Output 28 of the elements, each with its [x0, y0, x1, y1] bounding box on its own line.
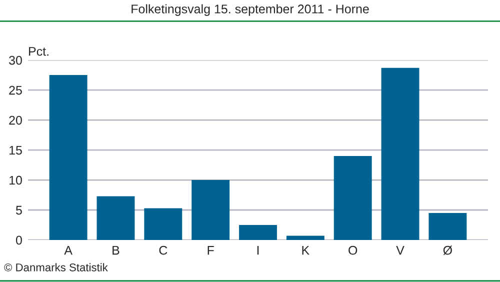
bar: [334, 156, 372, 240]
bar: [428, 212, 467, 240]
bar: [239, 224, 277, 240]
x-tick-label: Ø: [443, 246, 452, 255]
x-tick-label: I: [257, 246, 259, 255]
y-tick-label: 15: [9, 146, 22, 155]
bar: [381, 68, 420, 240]
x-tick-label: A: [64, 246, 72, 255]
y-axis-title: Pct.: [29, 47, 48, 56]
x-tick-label: K: [302, 246, 310, 255]
bar: [144, 208, 182, 240]
y-tick-label: 30: [9, 56, 22, 65]
bar: [49, 75, 88, 240]
y-tick-label: 20: [9, 116, 22, 125]
x-tick-label: V: [396, 246, 404, 255]
text: © Danmarks Statistik: [4, 263, 108, 272]
y-tick-label: 10: [9, 176, 22, 185]
x-tick-label: B: [112, 246, 120, 255]
chart-title: Folketingsvalg 15. september 2011 - Horne: [132, 4, 369, 16]
bar: [192, 180, 230, 240]
x-tick-label: C: [159, 246, 168, 255]
y-tick-label: 5: [16, 206, 22, 215]
x-tick-label: F: [208, 246, 214, 255]
y-tick-label: 0: [16, 236, 22, 245]
bar: [96, 196, 135, 240]
bar: [286, 236, 324, 240]
y-tick-label: 25: [9, 86, 22, 95]
x-tick-label: O: [348, 246, 358, 255]
